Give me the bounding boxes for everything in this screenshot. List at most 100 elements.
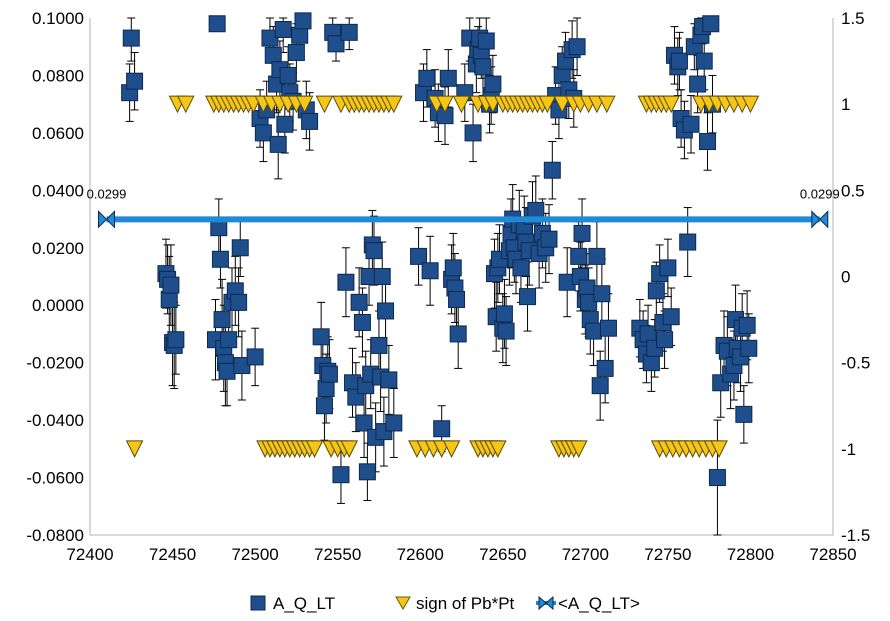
aq-lt-point	[735, 405, 753, 423]
aq-lt-point	[287, 43, 305, 61]
legend-avg-marker	[538, 595, 547, 611]
x-tick-label: 72450	[149, 545, 196, 564]
aq-lt-point	[477, 32, 495, 50]
aq-lt-point	[464, 124, 482, 142]
aq-lt-point	[553, 66, 571, 84]
aq-lt-point	[421, 262, 439, 280]
y2-tick-label: -1	[841, 440, 856, 459]
y2-tick-label: -0.5	[841, 354, 870, 373]
sign-series	[125, 95, 760, 458]
sign-point	[176, 95, 195, 114]
x-tick-label: 72500	[231, 545, 278, 564]
sign-point	[125, 440, 144, 458]
aq-lt-point	[656, 331, 674, 349]
y2-tick-labels: -1.5 -1 -0.5 0 0.5 1 1.5	[841, 9, 870, 545]
sign-point	[384, 95, 403, 114]
sign-point	[489, 440, 507, 458]
aq-lt-point	[474, 58, 492, 76]
y-tick-label: 0.0400	[32, 181, 84, 200]
y-tick-label: -0.0600	[26, 469, 84, 488]
aq-lt-point	[233, 357, 251, 375]
aq-lt-point	[659, 259, 677, 277]
aq-lt-point	[484, 75, 502, 93]
aq-lt-point	[264, 46, 282, 64]
x-tick-label: 72400	[66, 545, 113, 564]
y-tick-label: 0.0600	[32, 124, 84, 143]
aq-lt-point	[312, 328, 330, 346]
aq-lt-point	[444, 259, 462, 277]
aq-lt-point	[410, 247, 428, 265]
y-tick-label: -0.0800	[26, 526, 84, 545]
aq-lt-point	[495, 305, 513, 323]
aq-lt-point	[527, 201, 545, 219]
sign-point	[553, 95, 572, 114]
aq-lt-point	[373, 268, 391, 285]
x-tick-label: 72750	[644, 545, 691, 564]
aq-lt-point	[679, 233, 697, 251]
aq-lt-point	[708, 469, 726, 487]
legend-avg-marker-2	[545, 595, 554, 611]
x-tick-label: 72650	[479, 545, 526, 564]
aq-lt-point	[593, 285, 611, 303]
sign-point	[741, 95, 760, 114]
aq-lt-point	[315, 397, 333, 415]
average-value-label: 0.0299	[800, 186, 840, 201]
aq-lt-point	[738, 316, 756, 334]
aq-lt-point	[662, 308, 680, 326]
aq-lt-point	[254, 124, 272, 142]
aq-lt-point	[160, 290, 178, 308]
aq-lt-point	[327, 35, 345, 53]
aq-lt-point	[591, 377, 609, 395]
legend-aq-marker	[250, 595, 266, 611]
aq-lt-point	[355, 414, 373, 432]
aq-lt-point	[291, 26, 309, 44]
aq-lt-point	[231, 239, 249, 257]
average-marker	[811, 210, 821, 229]
aq-lt-point	[274, 20, 292, 38]
x-tick-labels: 72400 72450 72500 72550 72600 72650 72700 72750…	[66, 545, 856, 564]
x-tick-label: 72600	[397, 545, 444, 564]
aq-lt-point	[385, 414, 403, 432]
y-tick-label: 0.0200	[32, 239, 84, 258]
aq-lt-point	[279, 66, 297, 84]
aq-lt-point	[639, 325, 657, 343]
aq-lt-point	[269, 135, 287, 153]
x-tick-label: 72550	[314, 545, 361, 564]
aq-lt-point	[162, 276, 180, 294]
aq-lt-point	[230, 293, 248, 311]
sign-point	[662, 95, 681, 114]
sign-point	[442, 440, 461, 458]
aq-lt-point	[519, 288, 537, 306]
x-tick-label: 72850	[809, 545, 856, 564]
y2-tick-label: 0	[841, 268, 850, 287]
aq-lt-point	[350, 293, 368, 311]
aq-lt-point	[599, 319, 617, 337]
aq-lt-point	[332, 466, 350, 484]
aq-lt-point	[699, 133, 717, 151]
aq-lt-point	[439, 69, 457, 87]
aq-lt-point	[578, 279, 596, 297]
aq-lt-point	[211, 250, 229, 268]
sign-point	[305, 440, 324, 458]
aq-lt-point	[370, 336, 388, 354]
x-tick-label: 72700	[562, 545, 609, 564]
aq-lt-point	[377, 302, 395, 320]
aq-lt-point	[213, 311, 231, 329]
sign-point	[436, 95, 454, 114]
aq-lt-point	[642, 354, 660, 372]
legend-avg-label: <A_Q_LT>	[558, 594, 640, 613]
aq-lt-point	[433, 420, 451, 438]
y-tick-label: 0.0800	[32, 66, 84, 85]
aq-lt-point	[573, 224, 591, 242]
legend-sign-label: sign of Pb*Pt	[416, 594, 515, 613]
aq-lt-point	[340, 23, 358, 41]
y-tick-labels: -0.0800 -0.0600 -0.0400 -0.0200 0.0000 0.0200…	[26, 9, 84, 545]
aq-lt-point	[497, 322, 515, 340]
legend-aq-label: A_Q_LT	[273, 594, 335, 613]
sign-point	[295, 95, 314, 114]
aq-lt-point	[449, 325, 467, 343]
aq-lt-series	[121, 12, 758, 487]
aq-lt-point	[365, 242, 383, 260]
aq-lt-point	[358, 463, 376, 481]
aq-lt-point	[570, 247, 588, 265]
